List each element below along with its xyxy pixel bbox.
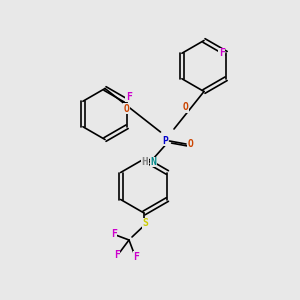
Text: H: H [141, 157, 148, 167]
Text: O: O [183, 102, 189, 112]
Text: N: N [151, 157, 157, 167]
Text: S: S [142, 218, 148, 229]
Text: F: F [114, 250, 120, 260]
Text: F: F [219, 48, 224, 58]
Text: P: P [162, 136, 168, 146]
Text: O: O [124, 104, 130, 114]
Text: F: F [111, 229, 117, 239]
Text: F: F [126, 92, 131, 102]
Text: F: F [134, 251, 140, 262]
Text: O: O [188, 139, 194, 149]
